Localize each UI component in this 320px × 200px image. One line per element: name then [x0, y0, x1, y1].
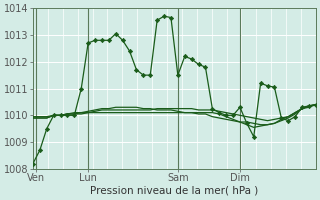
X-axis label: Pression niveau de la mer( hPa ): Pression niveau de la mer( hPa ) — [90, 186, 259, 196]
